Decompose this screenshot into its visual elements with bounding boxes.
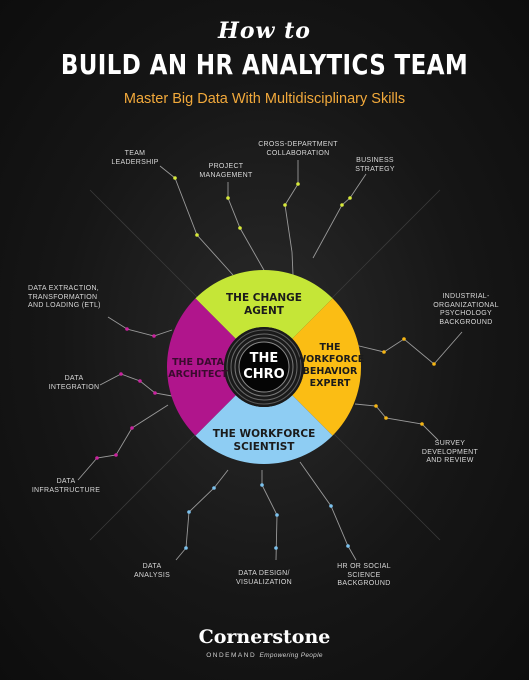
label-survey: SURVEY DEVELOPMENT AND REVIEW	[420, 440, 480, 466]
label-line: BACKGROUND	[439, 318, 493, 326]
label-line: DATA EXTRACTION,	[28, 285, 100, 292]
label-line: DATA	[56, 478, 76, 485]
connectors-left	[77, 316, 173, 481]
brand-sub-text: ONDEMAND	[206, 652, 257, 659]
label-line: CROSS-DEPARTMENT	[258, 141, 338, 148]
label-line: SCIENCE BACKGROUND	[337, 571, 391, 588]
label-business-strategy: BUSINESS STRATEGY	[350, 157, 400, 174]
label-line: SURVEY	[434, 440, 466, 447]
segment-behavior-line3: BEHAVIOR	[303, 366, 358, 377]
connector-dots-bottom	[184, 483, 350, 550]
label-line: MANAGEMENT	[199, 171, 253, 179]
segment-architect-line1: THE DATA	[172, 357, 224, 368]
connectors-top	[159, 160, 367, 276]
segment-scientist-line1: THE WORKFORCE	[213, 428, 316, 440]
connector-dots-top	[173, 176, 352, 237]
label-line: STRATEGY	[355, 165, 395, 173]
segment-change-agent	[195, 269, 333, 339]
segment-architect-line2: ARCHITECT	[168, 369, 228, 380]
label-line: INTEGRATION	[48, 383, 100, 391]
label-data-infrastructure: DATA INFRASTRUCTURE	[28, 478, 104, 495]
label-line: BUSINESS	[356, 157, 394, 164]
label-line: VISUALIZATION	[236, 578, 292, 586]
label-line: TRANSFORMATION	[28, 293, 98, 301]
connector-dots-right	[374, 337, 436, 426]
label-line: AND REVIEW	[426, 457, 474, 464]
label-line: DATA	[64, 375, 84, 382]
connectors-bottom	[175, 461, 357, 561]
script-title: How to	[218, 18, 311, 44]
connector-dots-left	[95, 327, 157, 460]
subtitle: Master Big Data With Multidisciplinary S…	[123, 91, 406, 107]
label-data-analysis: DATA ANALYSIS	[128, 563, 176, 580]
label-data-etl: DATA EXTRACTION, TRANSFORMATION AND LOAD…	[28, 285, 118, 311]
label-line: DATA DESIGN/	[238, 570, 290, 577]
brand-logo: Cornerstone	[198, 626, 331, 648]
label-line: DEVELOPMENT	[421, 448, 479, 456]
brand-tagline: Empowering People	[259, 652, 323, 659]
center-label-2: CHRO	[243, 367, 284, 382]
label-cross-department: CROSS-DEPARTMENT COLLABORATION	[250, 141, 346, 158]
connectors-right	[354, 331, 463, 441]
label-line: ORGANIZATIONAL	[433, 301, 499, 309]
label-team-leadership: TEAM LEADERSHIP	[110, 150, 160, 167]
center-hub	[224, 327, 304, 407]
label-line: ANALYSIS	[133, 571, 171, 579]
segment-behavior-line2: WORKFORCE	[296, 354, 365, 365]
brand-sub: ONDEMAND Empowering People	[0, 652, 529, 659]
label-line: PROJECT	[208, 163, 244, 170]
label-line: HR OR SOCIAL	[337, 563, 391, 570]
label-io-psychology: INDUSTRIAL- ORGANIZATIONAL PSYCHOLOGY BA…	[428, 293, 504, 327]
label-line: LEADERSHIP	[111, 158, 159, 166]
segment-workforce-behavior	[292, 298, 362, 436]
segment-data-architect	[166, 298, 236, 436]
label-data-design: DATA DESIGN/ VISUALIZATION	[232, 570, 296, 587]
segment-change-agent-line2: AGENT	[244, 305, 285, 317]
label-hr-social: HR OR SOCIAL SCIENCE BACKGROUND	[320, 563, 408, 589]
segment-change-agent-line1: THE CHANGE	[226, 292, 302, 304]
label-line: INDUSTRIAL-	[442, 293, 490, 300]
wheel-segments	[166, 269, 362, 465]
label-project-management: PROJECT MANAGEMENT	[196, 163, 256, 180]
label-line: AND LOADING (ETL)	[28, 302, 101, 309]
segment-behavior-line4: EXPERT	[310, 378, 351, 389]
center-label: THE	[250, 351, 279, 366]
segment-workforce-scientist	[195, 395, 333, 465]
label-data-integration: DATA INTEGRATION	[46, 375, 102, 392]
label-line: PSYCHOLOGY	[439, 310, 492, 317]
label-line: TEAM	[124, 150, 146, 157]
label-line: INFRASTRUCTURE	[31, 486, 101, 494]
segment-behavior-line1: THE	[320, 342, 341, 353]
main-title: BUILD AN HR ANALYTICS TEAM	[60, 48, 469, 81]
label-line: COLLABORATION	[266, 149, 330, 157]
segment-scientist-line2: SCIENTIST	[234, 441, 296, 453]
label-line: DATA	[142, 563, 162, 570]
